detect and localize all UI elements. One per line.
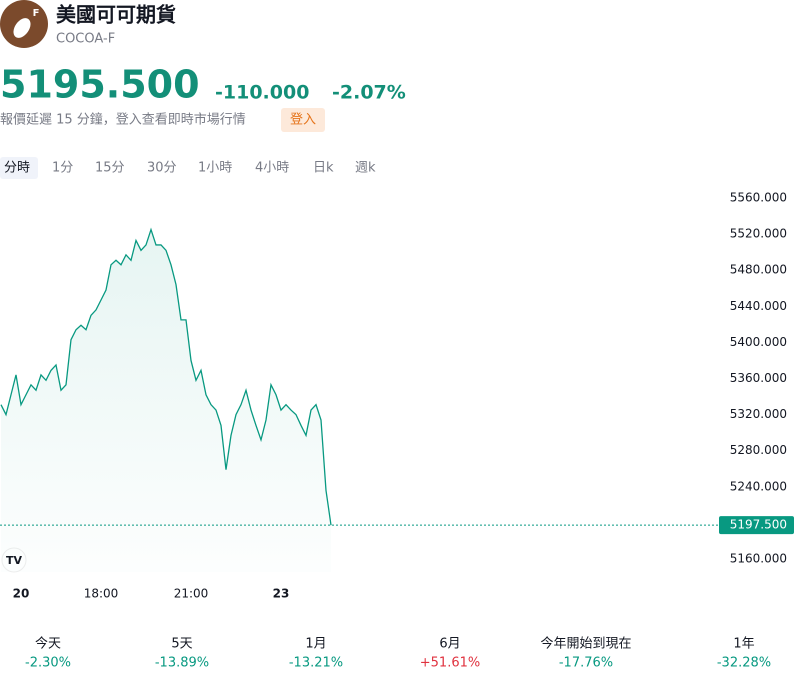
y-tick-label: 5400.000 bbox=[730, 335, 787, 349]
tab[interactable]: 週k bbox=[355, 161, 376, 176]
title: 美國可可期貨 bbox=[56, 3, 176, 27]
period-label: 1月 bbox=[305, 637, 326, 652]
period-label: 今年開始到現在 bbox=[540, 636, 631, 652]
y-tick-label: 5560.000 bbox=[730, 191, 787, 205]
y-tick-label: 5320.000 bbox=[730, 407, 787, 421]
x-tick-label: 18:00 bbox=[84, 587, 119, 601]
area bbox=[1, 229, 331, 572]
period-label: 5天 bbox=[171, 637, 192, 652]
y-tick-label: 5360.000 bbox=[730, 371, 787, 385]
y-tick-label: 5240.000 bbox=[730, 479, 787, 493]
tab[interactable]: 4小時 bbox=[255, 161, 289, 176]
period-label: 6月 bbox=[439, 637, 460, 652]
tab[interactable]: 1分 bbox=[52, 161, 73, 176]
period-label: 1年 bbox=[733, 637, 754, 652]
login-button[interactable] bbox=[281, 108, 325, 132]
y-tick-label: 5160.000 bbox=[730, 552, 787, 566]
login-label[interactable]: 登入 bbox=[290, 113, 316, 128]
change: -110.000 bbox=[215, 82, 309, 104]
tab[interactable]: 分時 bbox=[4, 161, 30, 176]
tab[interactable]: 日k bbox=[313, 161, 334, 176]
y-tick-label: 5280.000 bbox=[730, 443, 787, 457]
tab[interactable]: 30分 bbox=[147, 161, 177, 176]
period-change: -17.76% bbox=[559, 656, 613, 671]
period-change: -32.28% bbox=[717, 656, 771, 671]
period-change: -13.21% bbox=[289, 656, 343, 671]
price-line bbox=[0, 227, 332, 526]
price: 5195.500 bbox=[0, 63, 200, 107]
change-percent: -2.07% bbox=[332, 82, 406, 104]
period-label: 今天 bbox=[35, 636, 61, 652]
y-tick-label: 5520.000 bbox=[730, 227, 787, 241]
y-tick-label: 5480.000 bbox=[730, 263, 787, 277]
logo-bean bbox=[13, 18, 31, 38]
x-tick-label: 21:00 bbox=[174, 587, 209, 601]
symbol: COCOA-F bbox=[56, 32, 115, 47]
y-tick-label: 5440.000 bbox=[730, 299, 787, 313]
tab[interactable]: 15分 bbox=[95, 161, 125, 176]
delay-note: 報價延遲 15 分鐘，登入查看即時市場行情 bbox=[0, 112, 246, 128]
last-price-badge bbox=[719, 516, 794, 535]
period-change: -2.30% bbox=[25, 656, 71, 671]
tab[interactable]: 1小時 bbox=[198, 161, 232, 176]
x-tick-label: 20 bbox=[13, 587, 30, 601]
x-tick-label: 23 bbox=[273, 587, 290, 601]
period-change: +51.61% bbox=[420, 656, 480, 671]
period-change: -13.89% bbox=[155, 656, 209, 671]
last-price-label: 5197.500 bbox=[730, 518, 787, 532]
logo-letter: F bbox=[33, 8, 40, 19]
tab-selected-bg[interactable] bbox=[0, 157, 38, 179]
